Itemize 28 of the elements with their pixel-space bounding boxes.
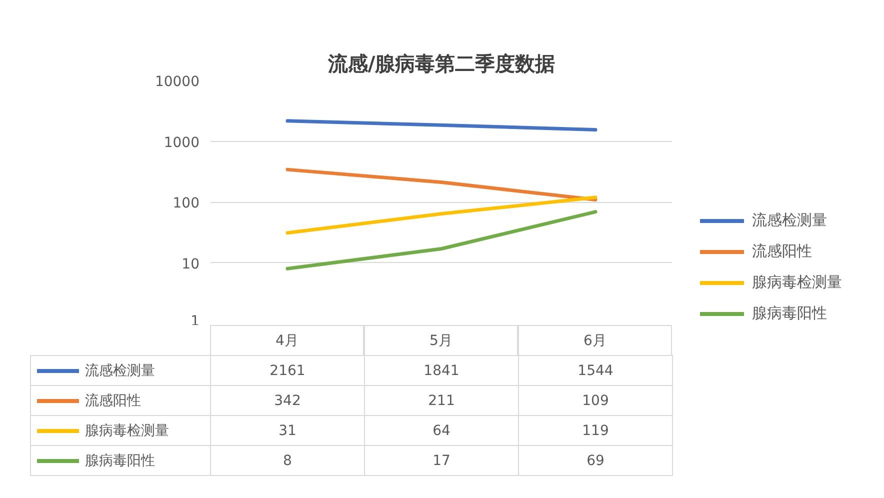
- data-label: 8: [210, 445, 365, 476]
- x-tick-label: 6月: [518, 325, 672, 356]
- data-label: 2161: [210, 355, 365, 386]
- x-tick-label: 4月: [210, 325, 364, 356]
- data-label: 211: [364, 385, 519, 416]
- text: 腺病毒检测量: [85, 423, 169, 439]
- legend-label: 腺病毒检测量: [751, 272, 842, 293]
- y-tick-label: 100: [172, 196, 200, 212]
- legend-label: 腺病毒阳性: [751, 303, 827, 324]
- text: 流感检测量: [85, 363, 155, 379]
- text: 流感阳性: [85, 393, 141, 409]
- y-tick-label: 10000: [154, 74, 200, 90]
- data-label: 109: [518, 385, 673, 416]
- data-label: 17: [364, 445, 519, 476]
- data-label: 31: [210, 415, 365, 446]
- legend-label: 流感检测量: [751, 210, 827, 231]
- data-label: 69: [518, 445, 673, 476]
- y-tick-label: 10: [182, 256, 200, 272]
- x-tick-label: 5月: [364, 325, 518, 356]
- data-label: 64: [364, 415, 519, 446]
- y-tick-label: 1000: [164, 134, 200, 151]
- data-label: 1841: [364, 355, 519, 386]
- legend-label: 流感阳性: [751, 241, 812, 262]
- text: 腺病毒阳性: [85, 453, 155, 469]
- data-label: 342: [210, 385, 365, 416]
- data-label: 1544: [518, 355, 673, 386]
- chart-title: 流感/腺病毒第二季度数据: [326, 52, 556, 76]
- data-label: 119: [518, 415, 673, 446]
